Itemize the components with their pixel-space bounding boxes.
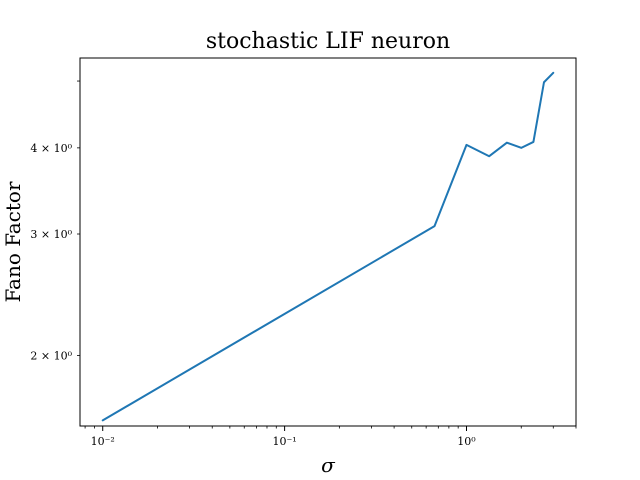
y-tick-label: 3 × 10⁰ [30,228,72,241]
y-tick-label: 2 × 10⁰ [30,349,72,362]
axis-ticks: 10⁻² 10⁻¹ 10⁰ 2 × 10⁰ 3 × 10⁰ 4 × 10⁰ [30,80,577,448]
x-tick-label: 10⁻¹ [273,435,297,448]
axes-frame [79,57,577,427]
x-axis-label: σ [321,453,336,477]
x-tick-label: 10⁻² [91,435,115,448]
series-line-0 [101,71,555,422]
y-tick-label: 4 × 10⁰ [30,142,72,155]
y-axis-label: Fano Factor [1,181,25,302]
chart-title: stochastic LIF neuron [206,29,450,54]
plot-area [101,71,555,422]
x-tick-label: 10⁰ [457,435,476,448]
